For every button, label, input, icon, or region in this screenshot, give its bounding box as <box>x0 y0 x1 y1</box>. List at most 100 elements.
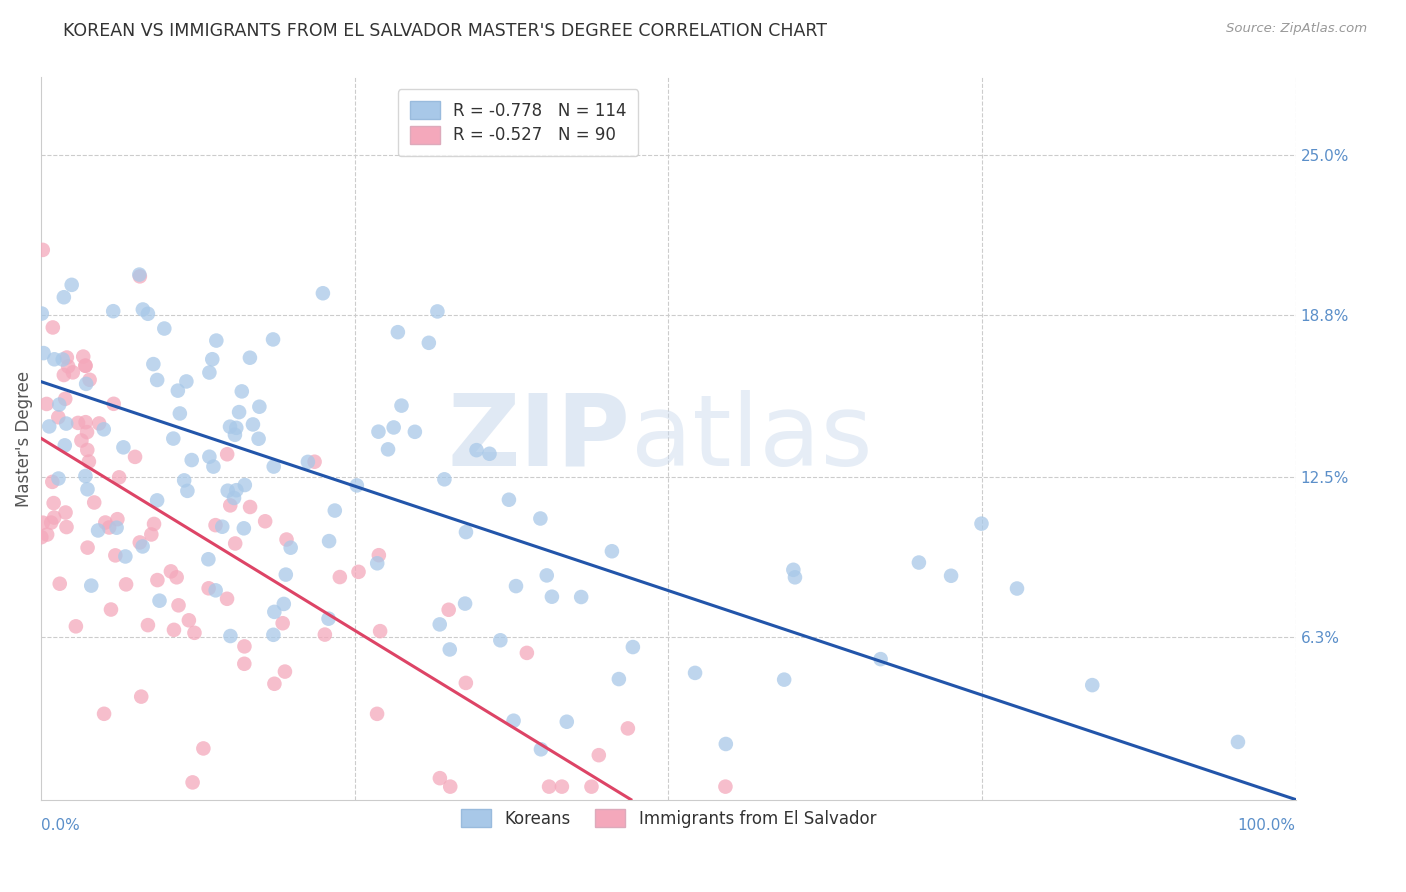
Text: 0.0%: 0.0% <box>41 818 80 832</box>
Point <box>136 307 159 321</box>
Point <box>98 520 121 534</box>
Point <box>31 243 53 257</box>
Point <box>367 548 389 562</box>
Point <box>32 346 55 360</box>
Point <box>312 286 335 301</box>
Point <box>37 527 59 541</box>
Point <box>439 642 461 657</box>
Point <box>782 563 804 577</box>
Point <box>228 405 250 419</box>
Point <box>219 499 242 513</box>
Point <box>167 599 190 613</box>
Point <box>48 398 70 412</box>
Point <box>65 619 87 633</box>
Point <box>60 277 83 292</box>
Point <box>75 415 97 429</box>
Point <box>502 714 524 728</box>
Point <box>323 503 346 517</box>
Legend: Koreans, Immigrants from El Salvador: Koreans, Immigrants from El Salvador <box>454 803 883 835</box>
Point <box>55 417 77 431</box>
Point <box>48 576 70 591</box>
Point <box>555 714 578 729</box>
Point <box>478 447 501 461</box>
Point <box>42 320 65 334</box>
Point <box>211 520 233 534</box>
Point <box>233 640 256 654</box>
Point <box>38 419 60 434</box>
Point <box>231 384 253 399</box>
Point <box>56 359 79 374</box>
Point <box>1005 582 1028 596</box>
Point <box>166 384 188 398</box>
Point <box>346 478 368 492</box>
Point <box>30 530 52 544</box>
Point <box>367 425 389 439</box>
Point <box>75 469 97 483</box>
Point <box>153 321 176 335</box>
Point <box>83 495 105 509</box>
Point <box>142 357 165 371</box>
Point <box>76 541 98 555</box>
Point <box>247 400 270 414</box>
Point <box>202 459 225 474</box>
Point <box>429 771 451 785</box>
Point <box>242 417 264 432</box>
Point <box>254 514 277 528</box>
Point <box>274 567 297 582</box>
Point <box>100 602 122 616</box>
Point <box>217 447 239 461</box>
Point <box>77 454 100 468</box>
Point <box>89 417 111 431</box>
Point <box>114 549 136 564</box>
Text: ZIP: ZIP <box>449 390 631 487</box>
Point <box>683 665 706 680</box>
Point <box>304 455 326 469</box>
Point <box>569 590 592 604</box>
Point <box>52 368 75 382</box>
Point <box>538 780 561 794</box>
Point <box>318 612 340 626</box>
Point <box>418 335 440 350</box>
Point <box>262 628 284 642</box>
Point <box>551 780 574 794</box>
Point <box>347 565 370 579</box>
Point <box>382 420 405 434</box>
Point <box>429 617 451 632</box>
Point <box>970 516 993 531</box>
Point <box>219 419 242 434</box>
Point <box>276 533 298 547</box>
Point <box>93 422 115 436</box>
Point <box>93 706 115 721</box>
Text: 100.0%: 100.0% <box>1237 818 1295 832</box>
Point <box>280 541 302 555</box>
Point <box>31 307 53 321</box>
Point <box>80 579 103 593</box>
Point <box>869 652 891 666</box>
Point <box>215 591 238 606</box>
Text: KOREAN VS IMMIGRANTS FROM EL SALVADOR MASTER'S DEGREE CORRELATION CHART: KOREAN VS IMMIGRANTS FROM EL SALVADOR MA… <box>63 22 827 40</box>
Point <box>52 290 75 304</box>
Point <box>273 597 295 611</box>
Point <box>75 359 97 373</box>
Point <box>391 399 413 413</box>
Point <box>148 593 170 607</box>
Point <box>105 521 128 535</box>
Point <box>35 397 58 411</box>
Point <box>160 565 183 579</box>
Point <box>433 472 456 486</box>
Point <box>219 629 242 643</box>
Point <box>536 568 558 582</box>
Point <box>437 603 460 617</box>
Point <box>198 450 221 464</box>
Point <box>75 376 97 391</box>
Point <box>176 483 198 498</box>
Point <box>600 544 623 558</box>
Point <box>465 443 488 458</box>
Point <box>108 470 131 484</box>
Point <box>239 500 262 514</box>
Point <box>233 478 256 492</box>
Point <box>297 455 319 469</box>
Point <box>197 582 219 596</box>
Point <box>146 493 169 508</box>
Point <box>714 780 737 794</box>
